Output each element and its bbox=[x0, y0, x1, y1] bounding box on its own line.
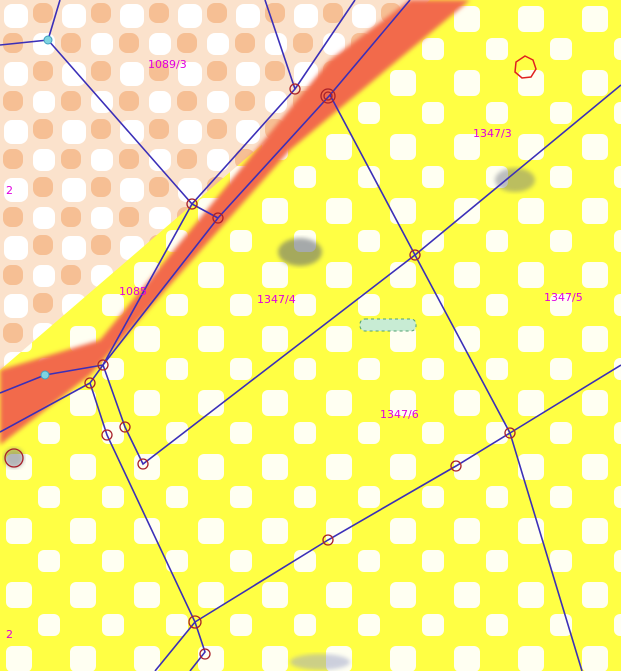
vertex-markers bbox=[4, 35, 537, 660]
dark-feature bbox=[495, 168, 535, 192]
dark-feature bbox=[290, 654, 350, 670]
parcel-label-1347-3[interactable]: 1347/3 bbox=[473, 127, 512, 140]
parcel-label-1089-3[interactable]: 1089/3 bbox=[148, 58, 187, 71]
parcel-label-edge-b[interactable]: 2 bbox=[6, 628, 13, 641]
parcel-label-edge-a[interactable]: 2 bbox=[6, 184, 13, 197]
parcel-label-1347-6[interactable]: 1347/6 bbox=[380, 408, 419, 421]
hexagon-marker bbox=[514, 55, 537, 79]
parcel-label-1347-4[interactable]: 1347/4 bbox=[257, 293, 296, 306]
survey-marker[interactable] bbox=[359, 318, 417, 332]
parcel-label-1347-5[interactable]: 1347/5 bbox=[544, 291, 583, 304]
parcel-label-road[interactable]: 1085 bbox=[119, 285, 147, 298]
dark-feature bbox=[4, 448, 24, 468]
road-band bbox=[0, 0, 470, 445]
dark-feature bbox=[278, 238, 322, 266]
